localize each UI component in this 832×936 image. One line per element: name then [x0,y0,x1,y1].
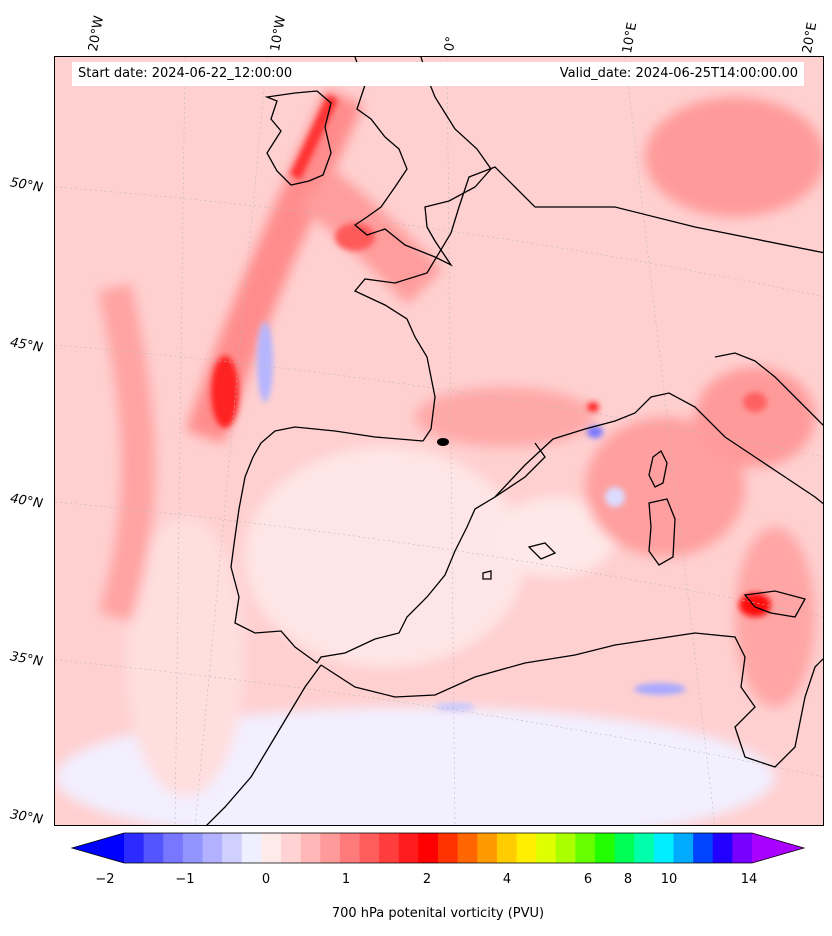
colorbar-tick: −2 [95,872,115,887]
colorbar-tick: 6 [583,872,593,887]
colorbar-segment [241,833,262,863]
colorbar-segment [261,833,282,863]
colorbar-outline [70,832,806,864]
lon-label-10e: 10°E [620,21,641,55]
colorbar-tick: −1 [175,872,195,887]
colorbar-segment [614,833,635,863]
colorbar-tick: 10 [660,872,678,887]
colorbar-segment [595,833,616,863]
colorbar-segment [418,833,439,863]
lon-label-20e: 20°E [800,21,821,55]
lon-label-20w: 20°W [86,14,108,53]
colorbar-segment [143,833,164,863]
colorbar-label: 700 hPa potenital vorticity (PVU) [331,906,545,921]
colorbar-segment [536,833,557,863]
colorbar-segment [300,833,321,863]
pv-field-map [55,57,823,825]
colorbar-segment [575,833,596,863]
colorbar-segment [516,833,537,863]
colorbar-extend-max [752,833,804,863]
colorbar-segment [202,833,223,863]
colorbar-segment [496,833,517,863]
colorbar-segment [222,833,243,863]
marker-dot [437,438,449,446]
colorbar-segment [693,833,714,863]
lat-label-30n: 30°N [8,807,44,828]
colorbar-segment [555,833,576,863]
colorbar-segment [634,833,655,863]
colorbar-extend-min [72,833,124,863]
colorbar-segment [438,833,459,863]
colorbar-segment [163,833,184,863]
colorbar-tick: 4 [502,872,512,887]
colorbar-segment [398,833,419,863]
colorbar-tick: 2 [422,872,432,887]
lat-label-40n: 40°N [8,491,44,512]
valid-date-label: Valid_date: 2024-06-25T14:00:00.00 [462,62,804,86]
colorbar-segment [320,833,341,863]
colorbar-tick: 8 [623,872,633,887]
colorbar-segment [379,833,400,863]
lon-label-0: 0° [442,35,460,53]
colorbar [70,832,806,864]
colorbar-tick: 14 [740,872,758,887]
colorbar-tick: 1 [341,872,351,887]
lat-label-45n: 45°N [8,335,44,356]
colorbar-segment [182,833,203,863]
colorbar-segment [653,833,674,863]
start-date-label: Start date: 2024-06-22_12:00:00 [72,62,462,86]
colorbar-tick: 0 [261,872,271,887]
colorbar-segment [339,833,360,863]
coastlines [206,57,823,825]
colorbar-segment [732,833,753,863]
colorbar-segment [477,833,498,863]
colorbar-segment [673,833,694,863]
map-panel [54,56,824,826]
colorbar-segment [359,833,380,863]
colorbar-segment [712,833,733,863]
colorbar-segment [281,833,302,863]
colorbar-segment [457,833,478,863]
lon-label-10w: 10°W [268,14,290,53]
lat-label-50n: 50°N [8,175,44,196]
lat-label-35n: 35°N [8,649,44,670]
colorbar-segment [124,833,145,863]
graticule [55,57,823,825]
